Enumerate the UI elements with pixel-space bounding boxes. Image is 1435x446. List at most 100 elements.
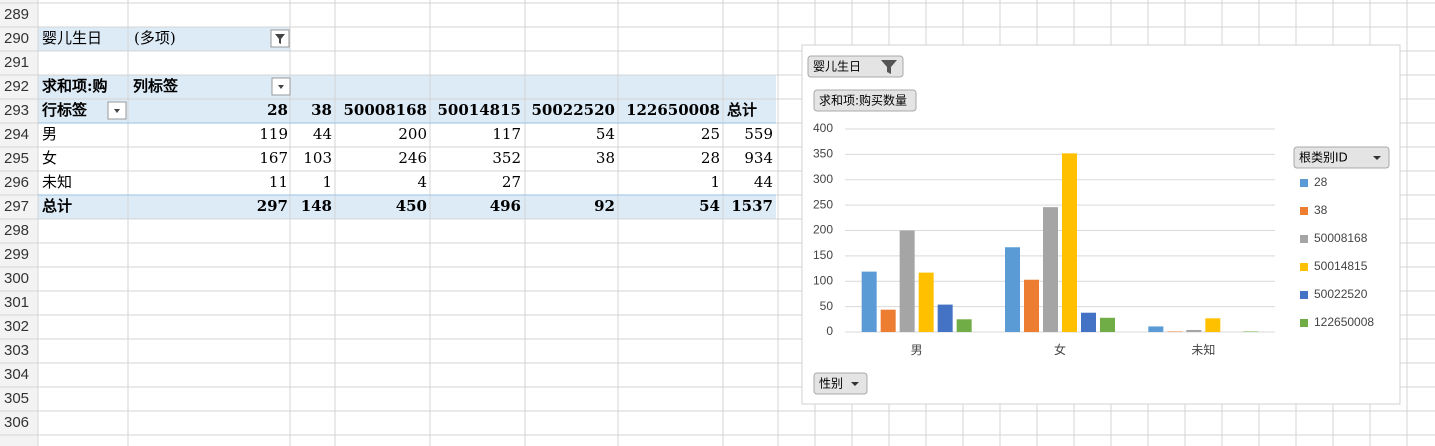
value-cell: 1 [322,173,332,191]
bar [1186,329,1202,332]
value-cell: 44 [313,125,332,143]
axis-field-button[interactable] [813,372,868,395]
value-field-button-label: 求和项:购买数量 [819,93,907,108]
x-tick-label: 女 [1054,342,1066,357]
y-tick-label: 300 [813,172,833,186]
row-number: 300 [4,270,29,287]
column-label: 38 [311,101,332,119]
legend-swatch [1300,263,1308,271]
chart-filter-button[interactable] [807,55,904,78]
bar [880,309,896,332]
legend-label: 50014815 [1314,259,1368,273]
row-number: 295 [4,150,29,167]
value-cell: 246 [398,149,427,167]
y-tick-label: 400 [813,121,833,135]
axis-field-button-arrow [851,382,859,386]
column-label: 28 [267,101,288,119]
row-total: 559 [744,125,773,143]
bar [918,272,934,332]
row-number: 306 [4,414,29,431]
bar [1024,279,1039,332]
filter-button-icon [275,34,285,44]
value-cell: 27 [502,173,521,191]
value-cell: 1 [710,173,720,191]
value-header: 求和项:购 [42,77,108,95]
row-number: 289 [4,6,29,23]
value-field-button[interactable] [813,89,917,112]
legend-label: 50022520 [1314,287,1368,301]
row-number: 291 [4,54,29,71]
legend-field-button-label: 根类别ID [1299,151,1348,165]
value-cell: 167 [259,149,288,167]
row-label: 未知 [42,173,72,191]
legend-field-button[interactable] [1293,146,1390,169]
row-number: 293 [4,102,29,119]
row-number: 302 [4,318,29,335]
row-number: 297 [4,198,29,215]
row-number: 303 [4,342,29,359]
column-label: 50014815 [438,101,522,119]
legend-swatch [1300,319,1308,327]
bar [861,271,877,332]
bar [1062,153,1077,332]
total-header: 总计 [727,101,757,119]
y-tick-label: 100 [813,273,833,287]
row-number: 304 [4,366,29,383]
value-cell: 11 [269,173,288,191]
legend-swatch [1300,207,1308,215]
legend-label: 50008168 [1314,231,1368,245]
row-number: 305 [4,390,29,407]
value-cell: 92 [594,197,615,215]
filter-value: (多项) [134,29,176,47]
row-total: 44 [754,173,773,191]
value-cell: 25 [701,125,720,143]
row-number: 298 [4,222,29,239]
value-cell: 352 [492,149,521,167]
legend-swatch [1300,235,1308,243]
bar [1043,207,1058,332]
row-number: 292 [4,78,29,95]
value-cell: 38 [596,149,615,167]
bar [1081,312,1096,332]
legend-label: 38 [1314,203,1328,217]
bar [956,319,972,332]
column-label: 122650008 [626,101,720,119]
bar [1148,326,1164,332]
chart-filter-button-funnel [881,60,897,74]
bar [1243,331,1259,332]
value-cell: 450 [396,197,427,215]
row-header: 行标签 [41,101,88,119]
column-filter-icon [278,85,284,89]
column-label: 50022520 [532,101,616,119]
row-label: 总计 [42,197,72,215]
bar [1205,318,1221,332]
row-label: 女 [42,149,57,167]
value-cell: 54 [596,125,615,143]
bar [899,230,915,332]
row-total: 934 [744,149,773,167]
value-cell: 4 [417,173,427,191]
axis-field-button-label: 性别 [819,377,843,391]
bar [1100,317,1115,332]
value-cell: 54 [699,197,720,215]
filter-shade [38,27,290,51]
value-cell: 148 [301,197,332,215]
bar [1167,331,1183,332]
value-cell: 119 [259,125,288,143]
filter-label: 婴儿生日 [42,29,102,47]
legend-field-button-arrow [1373,156,1381,160]
row-filter-icon [114,109,120,113]
column-header: 列标签 [133,77,179,95]
legend-label: 28 [1314,175,1328,189]
value-cell: 28 [701,149,720,167]
row-number: 290 [4,30,29,47]
legend-swatch [1300,291,1308,299]
row-total: 1537 [731,197,773,215]
value-cell: 103 [303,149,332,167]
y-tick-label: 250 [813,197,833,211]
value-cell: 297 [257,197,288,215]
row-number: 296 [4,174,29,191]
row-number: 299 [4,246,29,263]
value-cell: 117 [492,125,521,143]
